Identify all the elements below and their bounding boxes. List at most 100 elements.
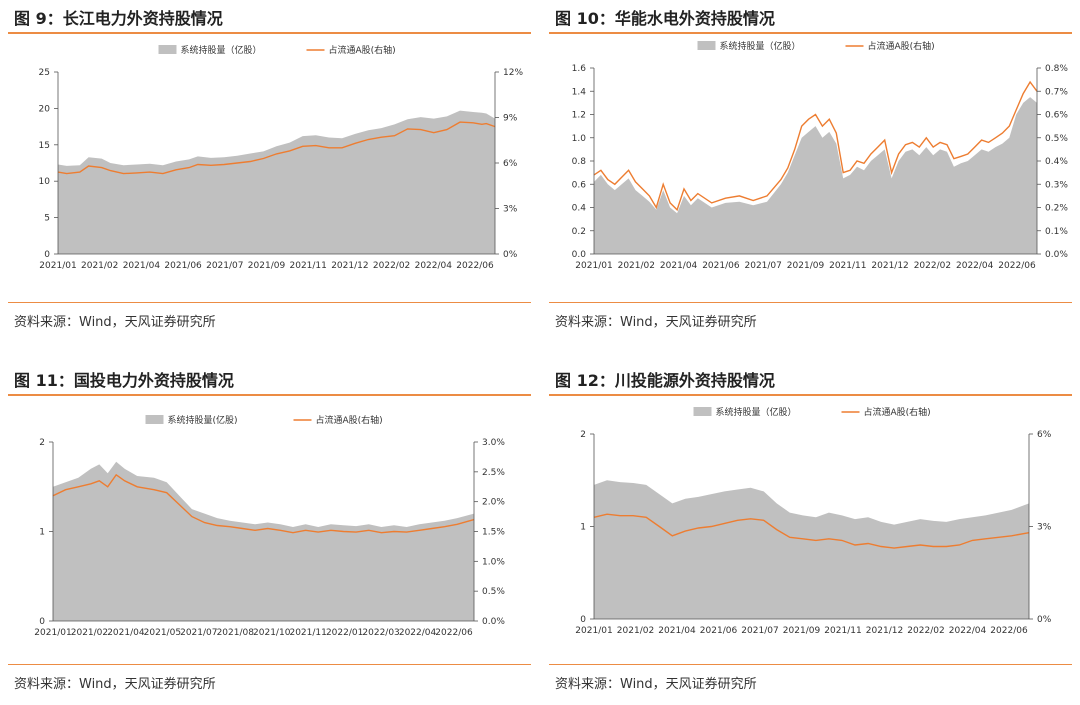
x-tick-label: 2021/12 bbox=[871, 261, 908, 271]
legend-area-label: 系统持股量(亿股) bbox=[168, 414, 238, 426]
chart-panel-3: 图 11：国投电力外资持股情况 0 1 2 0.0% 0.5% 1.0% 1.5% 2.0% 2… bbox=[8, 362, 531, 700]
left-tick-label: 0.0 bbox=[572, 250, 587, 260]
x-tick-label: 2022/06 bbox=[435, 628, 473, 638]
x-tick-label: 2021/05 bbox=[144, 628, 181, 638]
left-tick-label: 0.4 bbox=[572, 204, 587, 214]
left-tick-label: 15 bbox=[39, 141, 50, 151]
x-tick-label: 2021/06 bbox=[164, 261, 202, 271]
left-tick-label: 0.8 bbox=[572, 157, 587, 167]
x-tick-label: 2021/04 bbox=[658, 626, 696, 636]
right-tick-label: 1.0% bbox=[482, 557, 505, 567]
x-tick-label: 2022/04 bbox=[415, 261, 453, 271]
x-tick-label: 2021/01 bbox=[39, 261, 76, 271]
left-tick-label: 5 bbox=[44, 214, 50, 224]
legend-line-label: 占流通A股(右轴) bbox=[329, 44, 396, 56]
left-tick-label: 2 bbox=[39, 438, 45, 448]
figure-title: 图 11：国投电力外资持股情况 bbox=[8, 362, 531, 396]
figure-title: 图 9：长江电力外资持股情况 bbox=[8, 0, 531, 34]
x-tick-label: 2021/04 bbox=[660, 261, 698, 271]
ratio-line bbox=[593, 513, 1030, 549]
x-tick-label: 2021/06 bbox=[700, 626, 738, 636]
x-tick-label: 2021/02 bbox=[81, 261, 118, 271]
x-tick-label: 2022/03 bbox=[362, 628, 399, 638]
x-tick-label: 2022/06 bbox=[998, 261, 1036, 271]
legend-area-swatch bbox=[697, 41, 716, 50]
legend-area-label: 系统持股量（亿股） bbox=[720, 40, 801, 52]
right-tick-label: 12% bbox=[503, 68, 523, 78]
x-tick-label: 2022/06 bbox=[990, 626, 1028, 636]
x-tick-label: 2022/02 bbox=[914, 261, 951, 271]
x-tick-label: 2021/02 bbox=[71, 628, 108, 638]
right-tick-label: 0.7% bbox=[1045, 87, 1068, 97]
holdings-area bbox=[594, 480, 1029, 619]
right-tick-label: 0.5% bbox=[1045, 134, 1068, 144]
right-tick-label: 0% bbox=[1037, 615, 1052, 625]
source-note: 资料来源：Wind，天风证券研究所 bbox=[8, 664, 531, 700]
right-tick-label: 6% bbox=[503, 159, 518, 169]
x-tick-label: 2021/12 bbox=[331, 261, 368, 271]
holdings-area bbox=[58, 110, 495, 254]
holdings-area bbox=[594, 97, 1037, 254]
right-tick-label: 2.0% bbox=[482, 498, 505, 508]
figure-title: 图 10：华能水电外资持股情况 bbox=[549, 0, 1072, 34]
left-tick-label: 0 bbox=[580, 615, 586, 625]
x-tick-label: 2022/06 bbox=[456, 261, 494, 271]
source-note: 资料来源：Wind，天风证券研究所 bbox=[8, 302, 531, 338]
x-tick-label: 2021/11 bbox=[289, 628, 326, 638]
x-tick-label: 2021/02 bbox=[617, 626, 654, 636]
x-tick-label: 2022/02 bbox=[907, 626, 944, 636]
x-tick-label: 2022/02 bbox=[373, 261, 410, 271]
chart-panel-2: 图 10：华能水电外资持股情况 0.0 0.2 0.4 0.6 0.8 1.0 1.2 1.4… bbox=[549, 0, 1072, 338]
chart-2: 0.0 0.2 0.4 0.6 0.8 1.0 1.2 1.4 1.6 0.0% 0.1% 0.2% 0… bbox=[572, 40, 1069, 271]
ratio-line bbox=[57, 121, 496, 175]
legend-line-label: 占流通A股(右轴) bbox=[864, 406, 931, 418]
x-tick-label: 2021/04 bbox=[123, 261, 161, 271]
x-tick-label: 2021/10 bbox=[253, 628, 291, 638]
right-tick-label: 0.6% bbox=[1045, 111, 1068, 121]
x-tick-label: 2021/04 bbox=[107, 628, 145, 638]
x-tick-label: 2022/04 bbox=[949, 626, 987, 636]
left-tick-label: 1.6 bbox=[572, 64, 587, 74]
right-tick-label: 3% bbox=[1037, 523, 1052, 533]
left-tick-label: 0.6 bbox=[572, 180, 587, 190]
x-tick-label: 2021/12 bbox=[866, 626, 903, 636]
left-tick-label: 1 bbox=[580, 523, 586, 533]
x-tick-label: 2021/11 bbox=[290, 261, 327, 271]
x-tick-label: 2021/07 bbox=[206, 261, 243, 271]
left-tick-label: 2 bbox=[580, 430, 586, 440]
chart-panel-1: 图 9：长江电力外资持股情况 0 5 10 15 20 25 0% 3% 6% 9% 12% 2021… bbox=[8, 0, 531, 338]
left-tick-label: 1.4 bbox=[572, 87, 587, 97]
ratio-line bbox=[593, 80, 1038, 212]
right-tick-label: 0.8% bbox=[1045, 64, 1068, 74]
left-tick-label: 20 bbox=[39, 104, 51, 114]
x-tick-label: 2021/01 bbox=[575, 261, 612, 271]
source-note: 资料来源：Wind，天风证券研究所 bbox=[549, 302, 1072, 338]
right-tick-label: 0.2% bbox=[1045, 204, 1068, 214]
x-tick-label: 2022/01 bbox=[326, 628, 363, 638]
left-tick-label: 1.2 bbox=[572, 111, 586, 121]
x-tick-label: 2021/07 bbox=[745, 261, 782, 271]
legend-line-label: 占流通A股(右轴) bbox=[868, 40, 935, 52]
source-note: 资料来源：Wind，天风证券研究所 bbox=[549, 664, 1072, 700]
x-tick-label: 2021/07 bbox=[180, 628, 217, 638]
legend-area-swatch bbox=[693, 407, 712, 416]
legend-area-swatch bbox=[145, 415, 164, 424]
right-tick-label: 0.4% bbox=[1045, 157, 1068, 167]
x-tick-label: 2021/01 bbox=[575, 626, 612, 636]
x-tick-label: 2021/09 bbox=[787, 261, 825, 271]
left-tick-label: 10 bbox=[39, 177, 51, 187]
x-tick-label: 2021/11 bbox=[829, 261, 866, 271]
right-tick-label: 3.0% bbox=[482, 438, 505, 448]
x-tick-label: 2021/02 bbox=[618, 261, 655, 271]
legend-line-label: 占流通A股(右轴) bbox=[316, 414, 383, 426]
right-tick-label: 3% bbox=[503, 205, 518, 215]
x-tick-label: 2021/01 bbox=[34, 628, 71, 638]
right-tick-label: 0.3% bbox=[1045, 180, 1068, 190]
x-tick-label: 2021/11 bbox=[824, 626, 861, 636]
x-tick-label: 2022/04 bbox=[399, 628, 437, 638]
right-tick-label: 0% bbox=[503, 250, 518, 260]
left-tick-label: 1 bbox=[39, 528, 45, 538]
right-tick-label: 0.1% bbox=[1045, 227, 1068, 237]
